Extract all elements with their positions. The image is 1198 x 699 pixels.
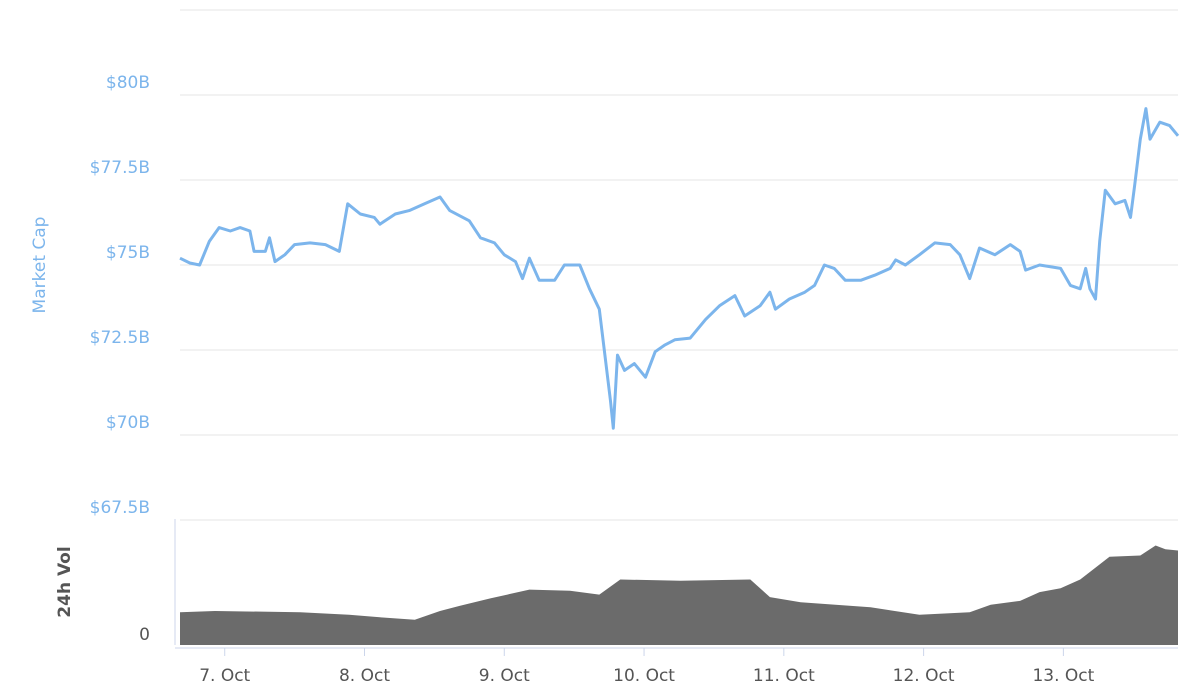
x-tick-label: 9. Oct <box>479 666 530 686</box>
x-tick-label: 11. Oct <box>753 666 815 686</box>
y-tick-label: $70B <box>106 413 150 433</box>
y-tick-label: $80B <box>106 73 150 93</box>
y-tick-label: $72.5B <box>90 328 150 348</box>
y-tick-label: 0 <box>139 625 150 645</box>
y-tick-label: $75B <box>106 243 150 263</box>
y-tick-label: $77.5B <box>90 158 150 178</box>
x-tick-label: 13. Oct <box>1032 666 1094 686</box>
volume-axis-title: 24h Vol <box>55 546 75 617</box>
x-tick-label: 10. Oct <box>613 666 675 686</box>
market-cap-line <box>179 107 1180 430</box>
y-axis-title: Market Cap <box>30 217 50 314</box>
volume-area <box>180 545 1178 645</box>
y-tick-label: $67.5B <box>90 498 150 518</box>
x-tick-label: 12. Oct <box>893 666 955 686</box>
x-tick-label: 7. Oct <box>199 666 250 686</box>
x-tick-label: 8. Oct <box>339 666 390 686</box>
